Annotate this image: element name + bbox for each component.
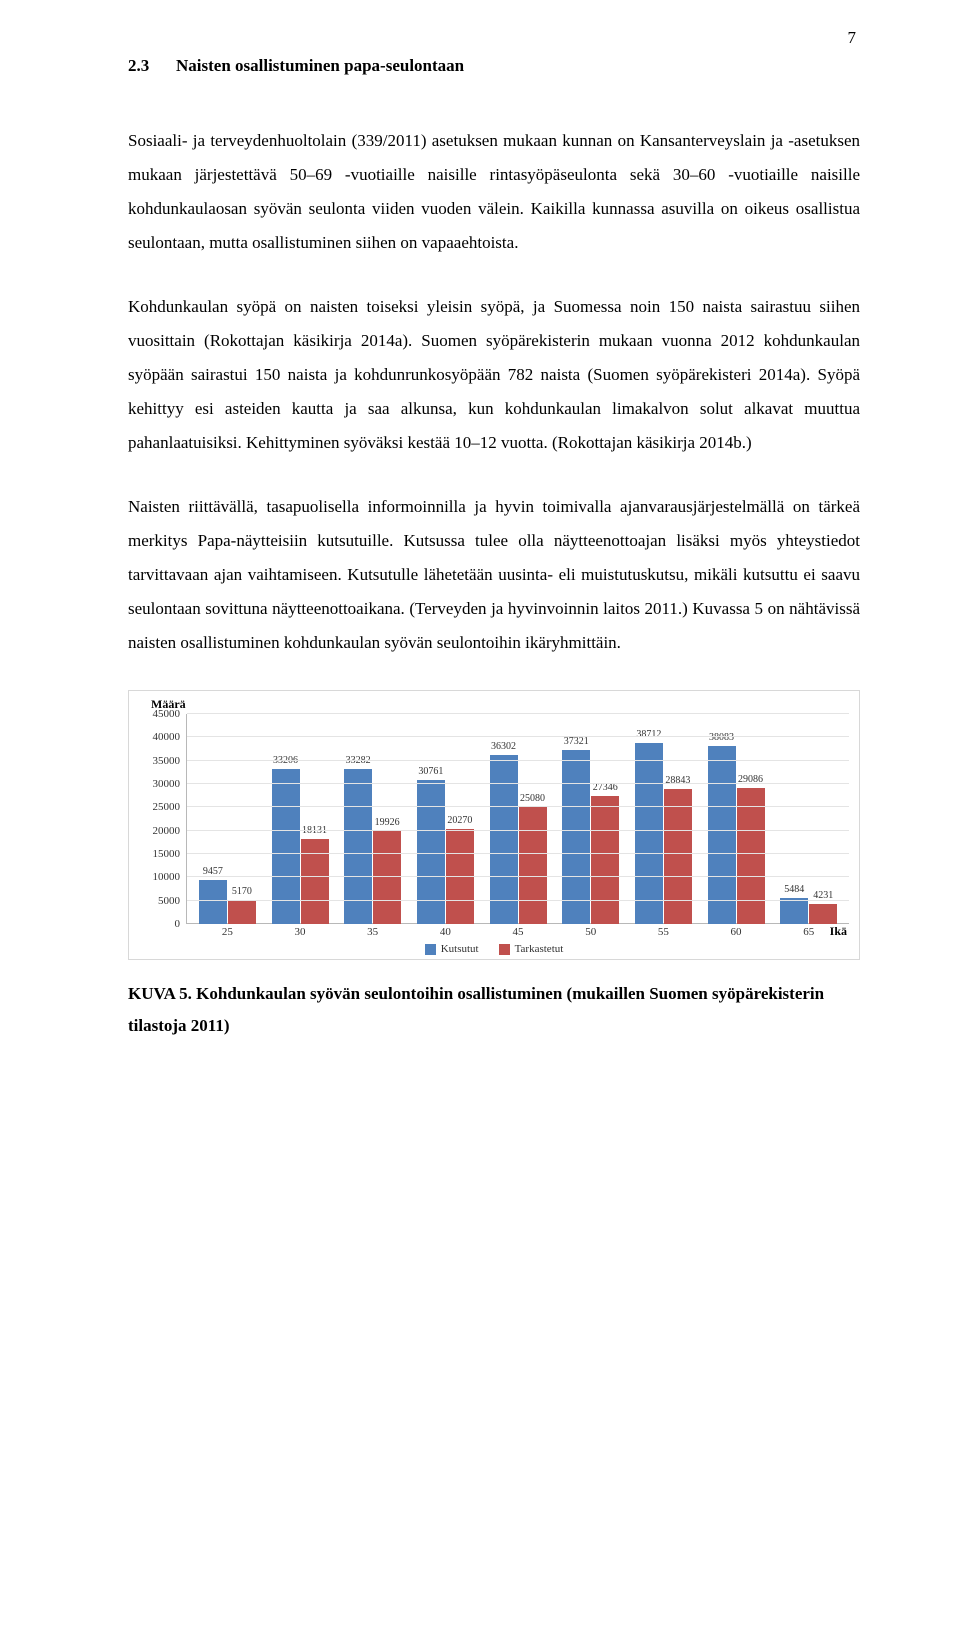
chart-legend: Kutsutut Tarkastetut (139, 943, 849, 955)
bar-value-label: 19926 (373, 817, 401, 828)
bar-value-label: 20270 (446, 815, 474, 826)
gridline (187, 900, 849, 901)
gridline (187, 736, 849, 737)
chart-ylabel: Määrä (151, 697, 849, 712)
bar: 33282 (344, 769, 372, 924)
x-tick: 45 (482, 926, 555, 938)
legend-label: Tarkastetut (515, 943, 564, 955)
screening-chart: Määrä 0 5000 10000 15000 20000 25000 30000 3500… (128, 690, 860, 960)
bar-group: 3871228843 (627, 743, 700, 924)
bar-group: 3630225080 (482, 755, 555, 924)
gridline (187, 806, 849, 807)
bar: 19926 (373, 831, 401, 924)
chart-plot-area: 9457517033206181313328219926307612027036… (187, 714, 849, 924)
gridline (187, 783, 849, 784)
gridline (187, 853, 849, 854)
bar: 29086 (737, 788, 765, 924)
caption-text: KUVA 5. Kohdunkaulan syövän seulontoihin… (128, 984, 824, 1035)
bar-value-label: 5170 (228, 886, 256, 897)
y-tick: 40000 (153, 731, 181, 743)
y-tick: 5000 (158, 895, 180, 907)
paragraph-1: Sosiaali- ja terveydenhuoltolain (339/20… (128, 124, 860, 260)
legend-item: Kutsutut (425, 943, 479, 955)
bar-value-label: 25080 (519, 793, 547, 804)
bar-value-label: 18131 (301, 825, 329, 836)
gridline (187, 876, 849, 877)
bar: 37321 (562, 750, 590, 924)
chart-y-axis: 0500010000150002000025000300003500040000… (139, 714, 187, 924)
paragraph-2: Kohdunkaulan syöpä on naisten toiseksi y… (128, 290, 860, 460)
paragraph-3: Naisten riittävällä, tasapuolisella info… (128, 490, 860, 660)
x-tick: 35 (336, 926, 409, 938)
x-tick: 50 (554, 926, 627, 938)
chart-bars: 9457517033206181313328219926307612027036… (187, 714, 849, 924)
bar: 25080 (519, 807, 547, 924)
y-tick: 0 (175, 918, 181, 930)
y-tick: 30000 (153, 778, 181, 790)
x-tick: 55 (627, 926, 700, 938)
section-heading: 2.3Naisten osallistuminen papa-seulontaa… (128, 56, 860, 76)
x-tick: 30 (264, 926, 337, 938)
y-tick: 45000 (153, 708, 181, 720)
heading-title: Naisten osallistuminen papa-seulontaan (176, 56, 464, 75)
x-tick: 60 (700, 926, 773, 938)
bar-group: 3328219926 (336, 769, 409, 924)
page-number: 7 (848, 28, 857, 48)
bar-value-label: 37321 (562, 736, 590, 747)
bar: 9457 (199, 880, 227, 924)
legend-swatch (425, 944, 436, 955)
bar-group: 3732127346 (554, 750, 627, 924)
y-tick: 20000 (153, 825, 181, 837)
bar: 28843 (664, 789, 692, 924)
legend-swatch (499, 944, 510, 955)
bar: 5170 (228, 900, 256, 924)
y-tick: 15000 (153, 848, 181, 860)
y-tick: 10000 (153, 871, 181, 883)
gridline (187, 830, 849, 831)
y-tick: 35000 (153, 755, 181, 767)
legend-item: Tarkastetut (499, 943, 564, 955)
bar: 5484 (780, 898, 808, 924)
bar-group: 3808329086 (700, 746, 773, 924)
bar-value-label: 27346 (591, 782, 619, 793)
x-tick: 25 (191, 926, 264, 938)
bar-value-label: 38712 (635, 729, 663, 740)
y-tick: 25000 (153, 801, 181, 813)
bar-value-label: 30761 (417, 766, 445, 777)
bar: 33206 (272, 769, 300, 924)
bar: 38712 (635, 743, 663, 924)
bar-value-label: 28843 (664, 775, 692, 786)
bar: 4231 (809, 904, 837, 924)
bar-value-label: 36302 (490, 741, 518, 752)
gridline (187, 760, 849, 761)
chart-plot: 0500010000150002000025000300003500040000… (139, 714, 849, 924)
bar: 27346 (591, 796, 619, 924)
gridline (187, 713, 849, 714)
bar-group: 94575170 (191, 880, 264, 924)
heading-number: 2.3 (128, 56, 176, 76)
bar-value-label: 9457 (199, 866, 227, 877)
bar: 36302 (490, 755, 518, 924)
bar-group: 3320618131 (264, 769, 337, 924)
bar-value-label: 5484 (780, 884, 808, 895)
figure-caption: KUVA 5. Kohdunkaulan syövän seulontoihin… (128, 978, 860, 1043)
bar-value-label: 38083 (708, 732, 736, 743)
chart-x-axis: 253035404550556065 (187, 924, 849, 938)
bar-group: 54844231 (772, 898, 845, 924)
bar: 38083 (708, 746, 736, 924)
legend-label: Kutsutut (441, 943, 479, 955)
x-tick: 40 (409, 926, 482, 938)
